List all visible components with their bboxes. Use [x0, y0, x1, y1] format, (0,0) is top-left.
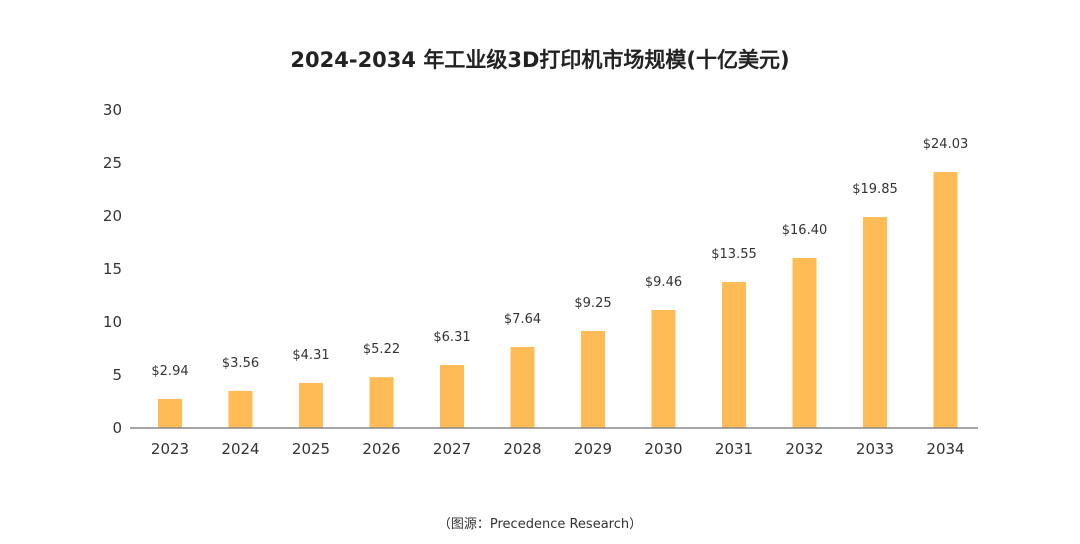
data-label: $2.94 — [151, 364, 188, 379]
data-label: $7.64 — [504, 312, 541, 327]
bar — [228, 390, 253, 428]
y-tick-label: 5 — [112, 366, 122, 384]
bar — [440, 365, 464, 428]
x-tick-label: 2033 — [856, 440, 894, 458]
x-tick-label: 2026 — [362, 440, 400, 458]
y-tick-label: 15 — [103, 260, 122, 278]
bar — [369, 377, 394, 428]
bar — [792, 257, 817, 428]
bar — [581, 331, 605, 428]
x-tick-label: 2028 — [503, 440, 541, 458]
x-tick-label: 2030 — [644, 440, 682, 458]
x-tick-label: 2034 — [926, 440, 964, 458]
bar — [651, 310, 676, 428]
data-label: $6.31 — [433, 330, 470, 345]
y-tick-label: 25 — [103, 154, 122, 172]
y-tick-label: 0 — [112, 419, 122, 437]
x-tick-label: 2024 — [221, 440, 259, 458]
data-label: $24.03 — [923, 137, 969, 152]
data-label: $9.46 — [645, 275, 682, 290]
data-label: $5.22 — [363, 342, 400, 357]
x-tick-label: 2025 — [292, 440, 330, 458]
y-tick-label: 10 — [103, 313, 122, 331]
data-label: $19.85 — [852, 182, 898, 197]
data-label: $4.31 — [292, 348, 329, 363]
x-tick-label: 2032 — [785, 440, 823, 458]
bar — [863, 217, 887, 428]
data-label: $3.56 — [222, 356, 259, 371]
bar — [510, 347, 535, 428]
data-label: $13.55 — [711, 247, 757, 262]
chart-source: （图源：Precedence Research） — [437, 517, 643, 532]
bar — [158, 398, 182, 428]
x-tick-label: 2027 — [433, 440, 471, 458]
x-tick-label: 2023 — [151, 440, 189, 458]
x-tick-label: 2029 — [574, 440, 612, 458]
x-tick-label: 2031 — [715, 440, 753, 458]
y-tick-label: 30 — [103, 101, 122, 119]
chart-title: 2024-2034 年工业级3D打印机市场规模(十亿美元) — [290, 48, 790, 72]
data-label: $16.40 — [782, 223, 828, 238]
bar — [299, 382, 323, 428]
y-tick-label: 20 — [103, 207, 122, 225]
bar — [933, 172, 958, 428]
data-label: $9.25 — [574, 296, 611, 311]
bar — [722, 282, 746, 428]
